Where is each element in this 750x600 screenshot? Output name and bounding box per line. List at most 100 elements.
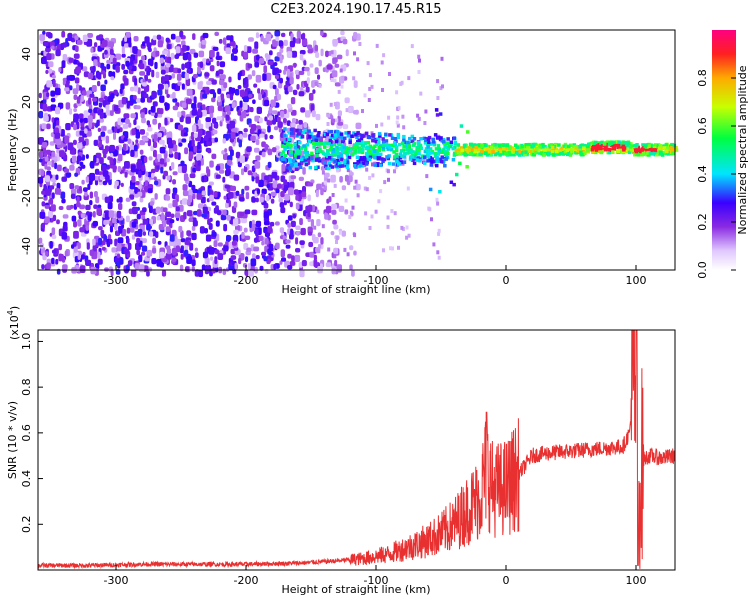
heatmap-cell [550,145,555,150]
heatmap-cell [280,191,285,198]
heatmap-cell [164,83,169,90]
heatmap-cell [287,187,294,196]
heatmap-cell [165,188,171,195]
heatmap-cell [62,42,67,48]
heatmap-cell [92,97,97,102]
heatmap-cell [437,157,442,162]
heatmap-cell [328,148,333,152]
heatmap-cell [144,180,149,187]
heatmap-cell [610,140,615,145]
heatmap-cell [132,206,138,215]
heatmap-cell [80,95,84,102]
heatmap-cell [98,237,103,246]
heatmap-cell [318,83,322,88]
heatmap-cell [343,159,347,164]
heatmap-cell [81,66,88,72]
heatmap-cell [178,142,183,147]
heatmap-cell [365,162,369,166]
heatmap-cell [579,150,583,155]
heatmap-cell [432,242,436,247]
heatmap-cell [208,126,213,131]
heatmap-cell [75,66,81,74]
heatmap-cell [92,211,96,218]
heatmap-cell [382,140,386,144]
heatmap-cell [295,237,299,245]
heatmap-cell [440,155,444,159]
heatmap-cell [622,148,626,152]
heatmap-cell [483,147,487,151]
heatmap-cell [114,106,118,112]
heatmap-cell [660,153,665,157]
heatmap-cell [370,84,374,89]
heatmap-cell [315,140,320,145]
heatmap-cell [75,45,79,52]
heatmap-cell [191,139,195,147]
heatmap-cell [294,163,298,167]
heatmap-cell [100,131,106,137]
heatmap-cell [89,172,96,181]
heatmap-cell [423,121,427,125]
heatmap-cell [201,264,206,271]
heatmap-cell [109,157,114,164]
heatmap-cell [199,61,203,68]
heatmap-cell [617,140,621,144]
heatmap-cell [172,179,176,185]
heatmap-cell [439,86,443,91]
heatmap-cell [159,57,164,64]
heatmap-cell [206,80,212,85]
heatmap-cell [653,148,658,152]
heatmap-cell [446,151,450,156]
heatmap-cell [316,142,321,147]
heatmap-cell [371,162,374,167]
heatmap-cell [291,118,297,123]
heatmap-cell [164,153,168,161]
heatmap-cell [275,88,279,96]
heatmap-cell [97,171,104,176]
heatmap-cell [61,232,68,240]
heatmap-cell [263,220,270,226]
heatmap-cell [452,153,457,157]
heatmap-cell [102,40,108,47]
heatmap-cell [49,185,55,190]
heatmap-cell [256,188,261,195]
heatmap-cell [342,161,346,165]
heatmap-cell [628,145,633,149]
heatmap-cell [136,125,141,130]
heatmap-cell [316,165,320,169]
heatmap-cell [131,175,136,183]
heatmap-cell [504,146,508,150]
heatmap-cell [115,145,119,151]
heatmap-cell [278,40,284,47]
heatmap-cell [120,182,124,187]
heatmap-cell [326,122,330,126]
heatmap-cell [126,100,130,109]
heatmap-cell [436,79,440,84]
heatmap-cell [286,141,290,146]
heatmap-cell [276,52,282,57]
heatmap-cell [327,178,331,183]
heatmap-cell [175,35,181,43]
heatmap-cell [112,217,117,224]
heatmap-cell [181,138,187,143]
heatmap-cell [172,171,178,176]
heatmap-cell [400,225,404,230]
heatmap-cell [339,230,342,235]
heatmap-cell [363,158,368,162]
heatmap-cell [258,92,262,101]
heatmap-cell [74,172,79,177]
heatmap-cell [133,119,137,126]
heatmap-cell [202,93,208,99]
heatmap-cell [197,141,201,150]
heatmap-cell [142,218,149,225]
heatmap-cell [633,144,637,148]
heatmap-cell [165,195,171,201]
heatmap-cell [269,134,274,140]
heatmap-cell [78,113,84,120]
heatmap-cell [60,191,66,199]
heatmap-cell [130,269,137,277]
heatmap-cell [175,245,180,253]
heatmap-cell [273,62,278,67]
heatmap-cell [299,146,304,150]
heatmap-cell [334,82,341,87]
